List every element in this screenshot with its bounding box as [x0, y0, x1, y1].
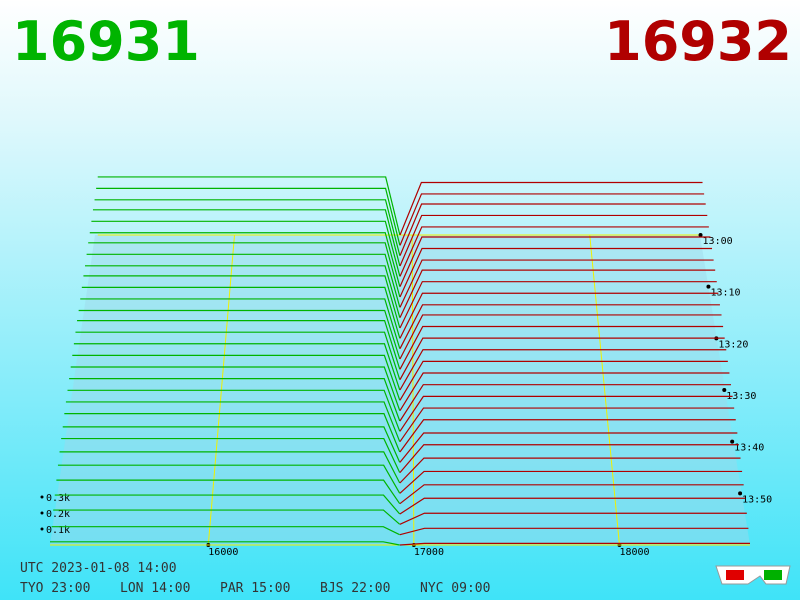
depth-line — [399, 419, 736, 453]
depth-line — [56, 479, 401, 505]
bid-price: 16931 — [12, 10, 200, 73]
city-time: LON 14:00 — [120, 581, 190, 596]
depth-line — [399, 407, 735, 443]
depth-line — [51, 526, 400, 536]
depth-line — [73, 343, 401, 391]
depth-line — [399, 349, 727, 391]
depth-line — [92, 209, 401, 267]
time-tick-label: 13:20 — [718, 339, 748, 350]
depth-line — [399, 512, 747, 525]
time-tick-label: 13:30 — [726, 391, 756, 402]
depth-line — [65, 401, 401, 442]
city-time: PAR 15:00 — [220, 581, 290, 596]
depth-line — [399, 484, 744, 505]
depth-line — [72, 354, 401, 401]
depth-line — [399, 444, 739, 474]
y-tick — [40, 495, 44, 499]
depth-line — [399, 247, 713, 298]
depth-line — [399, 259, 714, 308]
depth-line — [88, 242, 401, 298]
depth-line — [399, 203, 706, 256]
grid-line — [589, 234, 620, 546]
time-tick-label: 13:40 — [734, 443, 764, 454]
depth-line — [54, 494, 401, 515]
depth-line — [399, 395, 733, 432]
depth-line — [78, 309, 401, 360]
depth-line — [89, 232, 401, 287]
time-tick-label: 13:50 — [742, 494, 772, 505]
city-time: TYO 23:00 — [20, 581, 90, 596]
y-tick-label: 0.3k — [46, 493, 70, 504]
y-tick — [40, 511, 44, 515]
depth-line — [75, 331, 401, 380]
depth-line — [399, 337, 725, 380]
depth-line — [53, 509, 401, 525]
depth-line — [50, 541, 400, 546]
depth-line — [83, 275, 401, 329]
y-tick-label: 0.2k — [46, 509, 70, 520]
depth-line — [80, 298, 401, 349]
depth-line — [70, 366, 401, 411]
ask-price: 16932 — [604, 10, 792, 73]
depth-line — [399, 304, 720, 349]
depth-line — [94, 199, 401, 256]
depth-line — [399, 360, 728, 401]
depth-line — [96, 187, 401, 246]
depth-line — [399, 292, 719, 339]
time-tick — [722, 388, 727, 392]
depth-line — [399, 181, 703, 236]
depth-line — [77, 320, 401, 370]
depth-line — [59, 451, 401, 484]
depth-line — [86, 253, 401, 308]
depth-line — [85, 265, 401, 318]
depth-line — [399, 325, 724, 370]
x-tick-label: 18000 — [619, 547, 649, 558]
depth-line — [91, 220, 401, 277]
x-tick-label: 16000 — [208, 547, 238, 558]
time-tick — [698, 233, 703, 237]
depth-line — [399, 527, 749, 536]
time-tick-label: 13:00 — [703, 236, 733, 247]
depth-line — [61, 437, 401, 473]
depth-line — [399, 269, 716, 318]
time-tick — [706, 284, 711, 289]
depth-line — [399, 497, 746, 515]
depth-line — [97, 176, 401, 236]
depth-line — [81, 286, 401, 339]
depth-line — [399, 193, 705, 246]
time-tick — [730, 439, 735, 444]
city-time: BJS 22:00 — [320, 581, 390, 596]
depth-line — [399, 470, 743, 494]
depth-line — [399, 432, 738, 463]
plot: 16000 17000 18000 0.1k 0.2k 0.3k 13:00 13:10 13:… — [40, 176, 772, 558]
depth-line — [399, 372, 730, 411]
depth-line — [69, 378, 401, 422]
x-tick-label: 17000 — [414, 547, 444, 558]
depth-line — [399, 457, 741, 484]
depth-line — [399, 214, 708, 267]
time-tick — [738, 491, 743, 496]
depth-line — [399, 384, 732, 422]
utc-time: UTC 2023-01-08 14:00 — [20, 561, 177, 576]
y-tick-label: 0.1k — [46, 525, 70, 536]
depth-line — [399, 542, 750, 546]
depth-line — [399, 226, 709, 277]
glasses-icon — [715, 565, 791, 585]
depth-line — [399, 314, 722, 360]
time-tick-label: 13:10 — [710, 288, 740, 299]
depth-line — [64, 413, 401, 453]
y-tick — [40, 527, 44, 531]
depth-line — [399, 281, 717, 329]
depth-line — [67, 389, 401, 432]
depth-line — [62, 426, 401, 463]
depth-line — [399, 236, 711, 287]
city-time: NYC 09:00 — [420, 581, 490, 596]
depth-line — [57, 464, 401, 494]
